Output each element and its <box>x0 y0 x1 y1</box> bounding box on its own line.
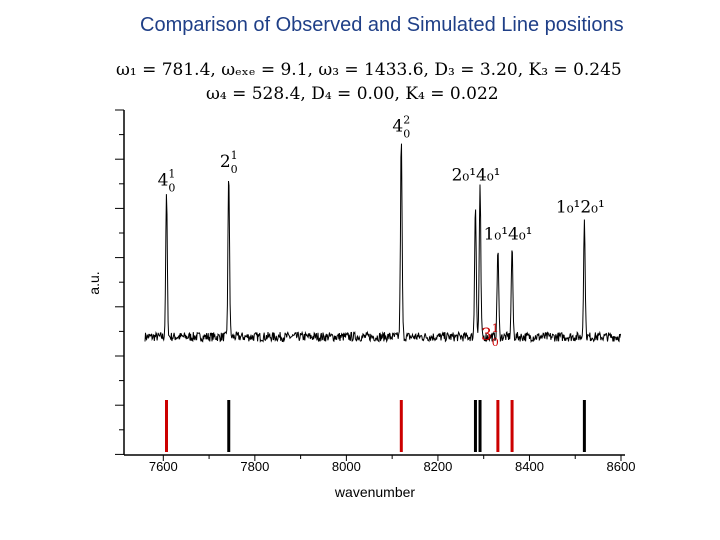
x-tick-label: 8600 <box>607 459 636 474</box>
peak-label: 42 0 <box>392 114 410 141</box>
peak-label-superscript: 1 <box>492 322 499 335</box>
x-axis-label: wavenumber <box>334 484 415 500</box>
simulated-line-positions <box>165 400 586 452</box>
parameter-line-2: ω₄ = 528.4, D₄ = 0.00, K₄ = 0.022 <box>206 84 499 104</box>
peak-label: 1₀¹2₀¹ <box>556 198 605 218</box>
peak-label: 21 0 <box>220 149 238 176</box>
slide-title: Comparison of Observed and Simulated Lin… <box>140 14 624 36</box>
peak-label: 1₀¹4₀¹ <box>484 225 533 245</box>
peak-label: 31 0 <box>481 322 499 349</box>
x-tick-label: 8200 <box>423 459 452 474</box>
peak-label: 2₀¹4₀¹ <box>452 165 501 185</box>
x-tick-label: 7600 <box>149 459 178 474</box>
x-tick-label: 7800 <box>240 459 269 474</box>
peak-label-subscript: 0 <box>403 128 410 141</box>
peak-label-subscript: 0 <box>492 336 499 349</box>
y-axis-ticks <box>115 109 124 455</box>
peak-label-superscript: 1 <box>231 149 238 162</box>
peak-label: 41 0 <box>158 168 176 195</box>
x-tick-label: 8000 <box>332 459 361 474</box>
parameter-line-1: ω₁ = 781.4, ωₑₓₑ = 9.1, ω₃ = 1433.6, D₃ … <box>116 60 622 80</box>
x-tick-label: 8400 <box>515 459 544 474</box>
peak-label-superscript: 2 <box>403 114 410 127</box>
x-axis-ticks: 7600 7800 8000 8200 8400 8600 <box>149 455 636 474</box>
y-axis-label: a.u. <box>86 271 102 294</box>
peak-label-subscript: 0 <box>168 182 175 195</box>
observed-spectrum-line <box>144 143 622 344</box>
peak-label-superscript: 1 <box>168 168 175 181</box>
peak-label-subscript: 0 <box>231 163 238 176</box>
